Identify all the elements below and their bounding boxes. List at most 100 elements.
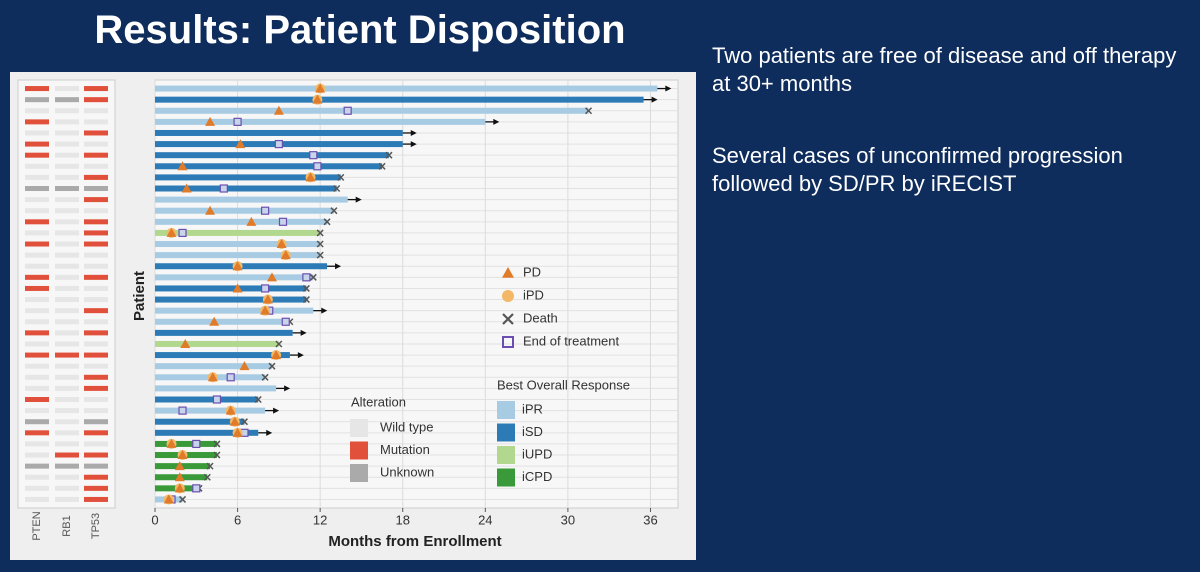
alteration-cell bbox=[25, 230, 49, 236]
pd-marker bbox=[174, 483, 185, 493]
bar bbox=[155, 329, 293, 336]
legend-swatch bbox=[350, 464, 368, 482]
eot-marker bbox=[219, 184, 228, 193]
eot-marker bbox=[343, 106, 352, 115]
alteration-cell bbox=[84, 374, 108, 380]
x-tick-label: 24 bbox=[478, 512, 492, 527]
pd-marker bbox=[315, 83, 326, 93]
alteration-cell bbox=[25, 374, 49, 380]
alteration-cell bbox=[25, 308, 49, 314]
alteration-cell bbox=[84, 308, 108, 314]
alteration-cell bbox=[25, 108, 49, 114]
x-tick-label: 0 bbox=[151, 512, 158, 527]
alteration-cell bbox=[84, 419, 108, 425]
alteration-cell bbox=[55, 219, 79, 225]
pd-marker bbox=[305, 172, 316, 182]
legend-label: PD bbox=[523, 264, 541, 279]
legend-swatch bbox=[497, 468, 515, 487]
alteration-cell bbox=[25, 208, 49, 214]
legend-label: Unknown bbox=[380, 464, 434, 479]
alteration-cell bbox=[25, 485, 49, 491]
eot-marker bbox=[178, 228, 187, 238]
alteration-cell bbox=[84, 197, 108, 203]
chart: Months from Enrollment Patient 0 6 12 18 24 3… bbox=[10, 72, 696, 560]
alteration-cell bbox=[55, 408, 79, 414]
note: Two patients are free of disease and off… bbox=[712, 43, 1177, 96]
eot-marker bbox=[212, 395, 222, 404]
slide-title: Results: Patient Disposition bbox=[94, 8, 626, 52]
alteration-cell bbox=[84, 108, 108, 114]
alteration-cell bbox=[84, 285, 108, 291]
bar bbox=[155, 152, 389, 159]
pd-marker bbox=[276, 239, 287, 249]
pd-marker bbox=[225, 405, 236, 415]
alteration-cell bbox=[25, 97, 49, 103]
alteration-cell bbox=[25, 474, 49, 480]
y-axis-label: Patient bbox=[131, 271, 148, 321]
alteration-cell bbox=[25, 330, 49, 336]
alteration-cell bbox=[25, 419, 49, 425]
gene-label: TP53 bbox=[90, 513, 102, 539]
bar bbox=[155, 107, 589, 114]
pd-marker bbox=[271, 350, 282, 360]
death-marker bbox=[178, 495, 187, 503]
alteration-panel bbox=[17, 79, 116, 509]
eot-marker bbox=[278, 217, 288, 226]
alteration-cell bbox=[55, 285, 79, 291]
bar bbox=[155, 96, 644, 103]
death-marker bbox=[275, 340, 283, 348]
alteration-cell bbox=[84, 130, 108, 136]
alteration-cell bbox=[55, 430, 79, 436]
eot-marker bbox=[178, 406, 187, 415]
alteration-cell bbox=[84, 430, 108, 436]
alteration-cell bbox=[55, 174, 79, 180]
pd-marker bbox=[235, 139, 246, 149]
legend-pd bbox=[502, 267, 514, 278]
pd-marker bbox=[180, 338, 191, 348]
bar bbox=[155, 85, 658, 92]
alteration-cell bbox=[55, 397, 79, 402]
alteration-cell bbox=[55, 330, 79, 336]
alteration-cell bbox=[55, 308, 79, 314]
pd-marker bbox=[260, 305, 271, 315]
death-marker bbox=[254, 395, 262, 404]
legend-label: End of treatment bbox=[523, 333, 619, 348]
x-tick-label: 30 bbox=[561, 512, 575, 527]
legend-death bbox=[502, 313, 514, 325]
alteration-cell bbox=[84, 208, 108, 214]
alteration-cell bbox=[25, 319, 49, 325]
alteration-cell bbox=[55, 352, 79, 358]
legend-label: iPR bbox=[522, 401, 543, 416]
death-marker bbox=[316, 229, 324, 237]
pd-marker bbox=[273, 105, 284, 115]
alteration-cell bbox=[84, 174, 108, 180]
ongoing-arrowhead bbox=[300, 329, 307, 336]
alteration-cell bbox=[84, 496, 108, 502]
alteration-cell bbox=[55, 474, 79, 480]
alteration-cell bbox=[25, 385, 49, 391]
alteration-cell bbox=[55, 108, 79, 114]
alteration-cell bbox=[55, 463, 79, 469]
alteration-cell bbox=[84, 263, 108, 269]
bar bbox=[155, 307, 314, 314]
legend-eot bbox=[502, 336, 514, 348]
legend-title: Alteration bbox=[351, 394, 406, 409]
legend-label: iUPD bbox=[522, 446, 552, 461]
eot-marker bbox=[274, 139, 283, 149]
alteration-cell bbox=[25, 274, 49, 280]
alteration-cell bbox=[55, 230, 79, 236]
legend-swatch bbox=[497, 423, 515, 442]
bar bbox=[155, 252, 321, 259]
pd-marker bbox=[266, 272, 277, 282]
bar bbox=[155, 163, 383, 170]
bar bbox=[155, 352, 290, 359]
death-marker bbox=[316, 251, 324, 259]
note: Several cases of unconfirmed progression… bbox=[712, 143, 1123, 196]
legend-label: iCPD bbox=[522, 469, 552, 484]
alteration-cell bbox=[25, 119, 49, 125]
alteration-cell bbox=[25, 363, 49, 369]
alteration-cell bbox=[84, 186, 108, 191]
bar bbox=[155, 129, 403, 136]
alteration-cell bbox=[84, 441, 108, 447]
